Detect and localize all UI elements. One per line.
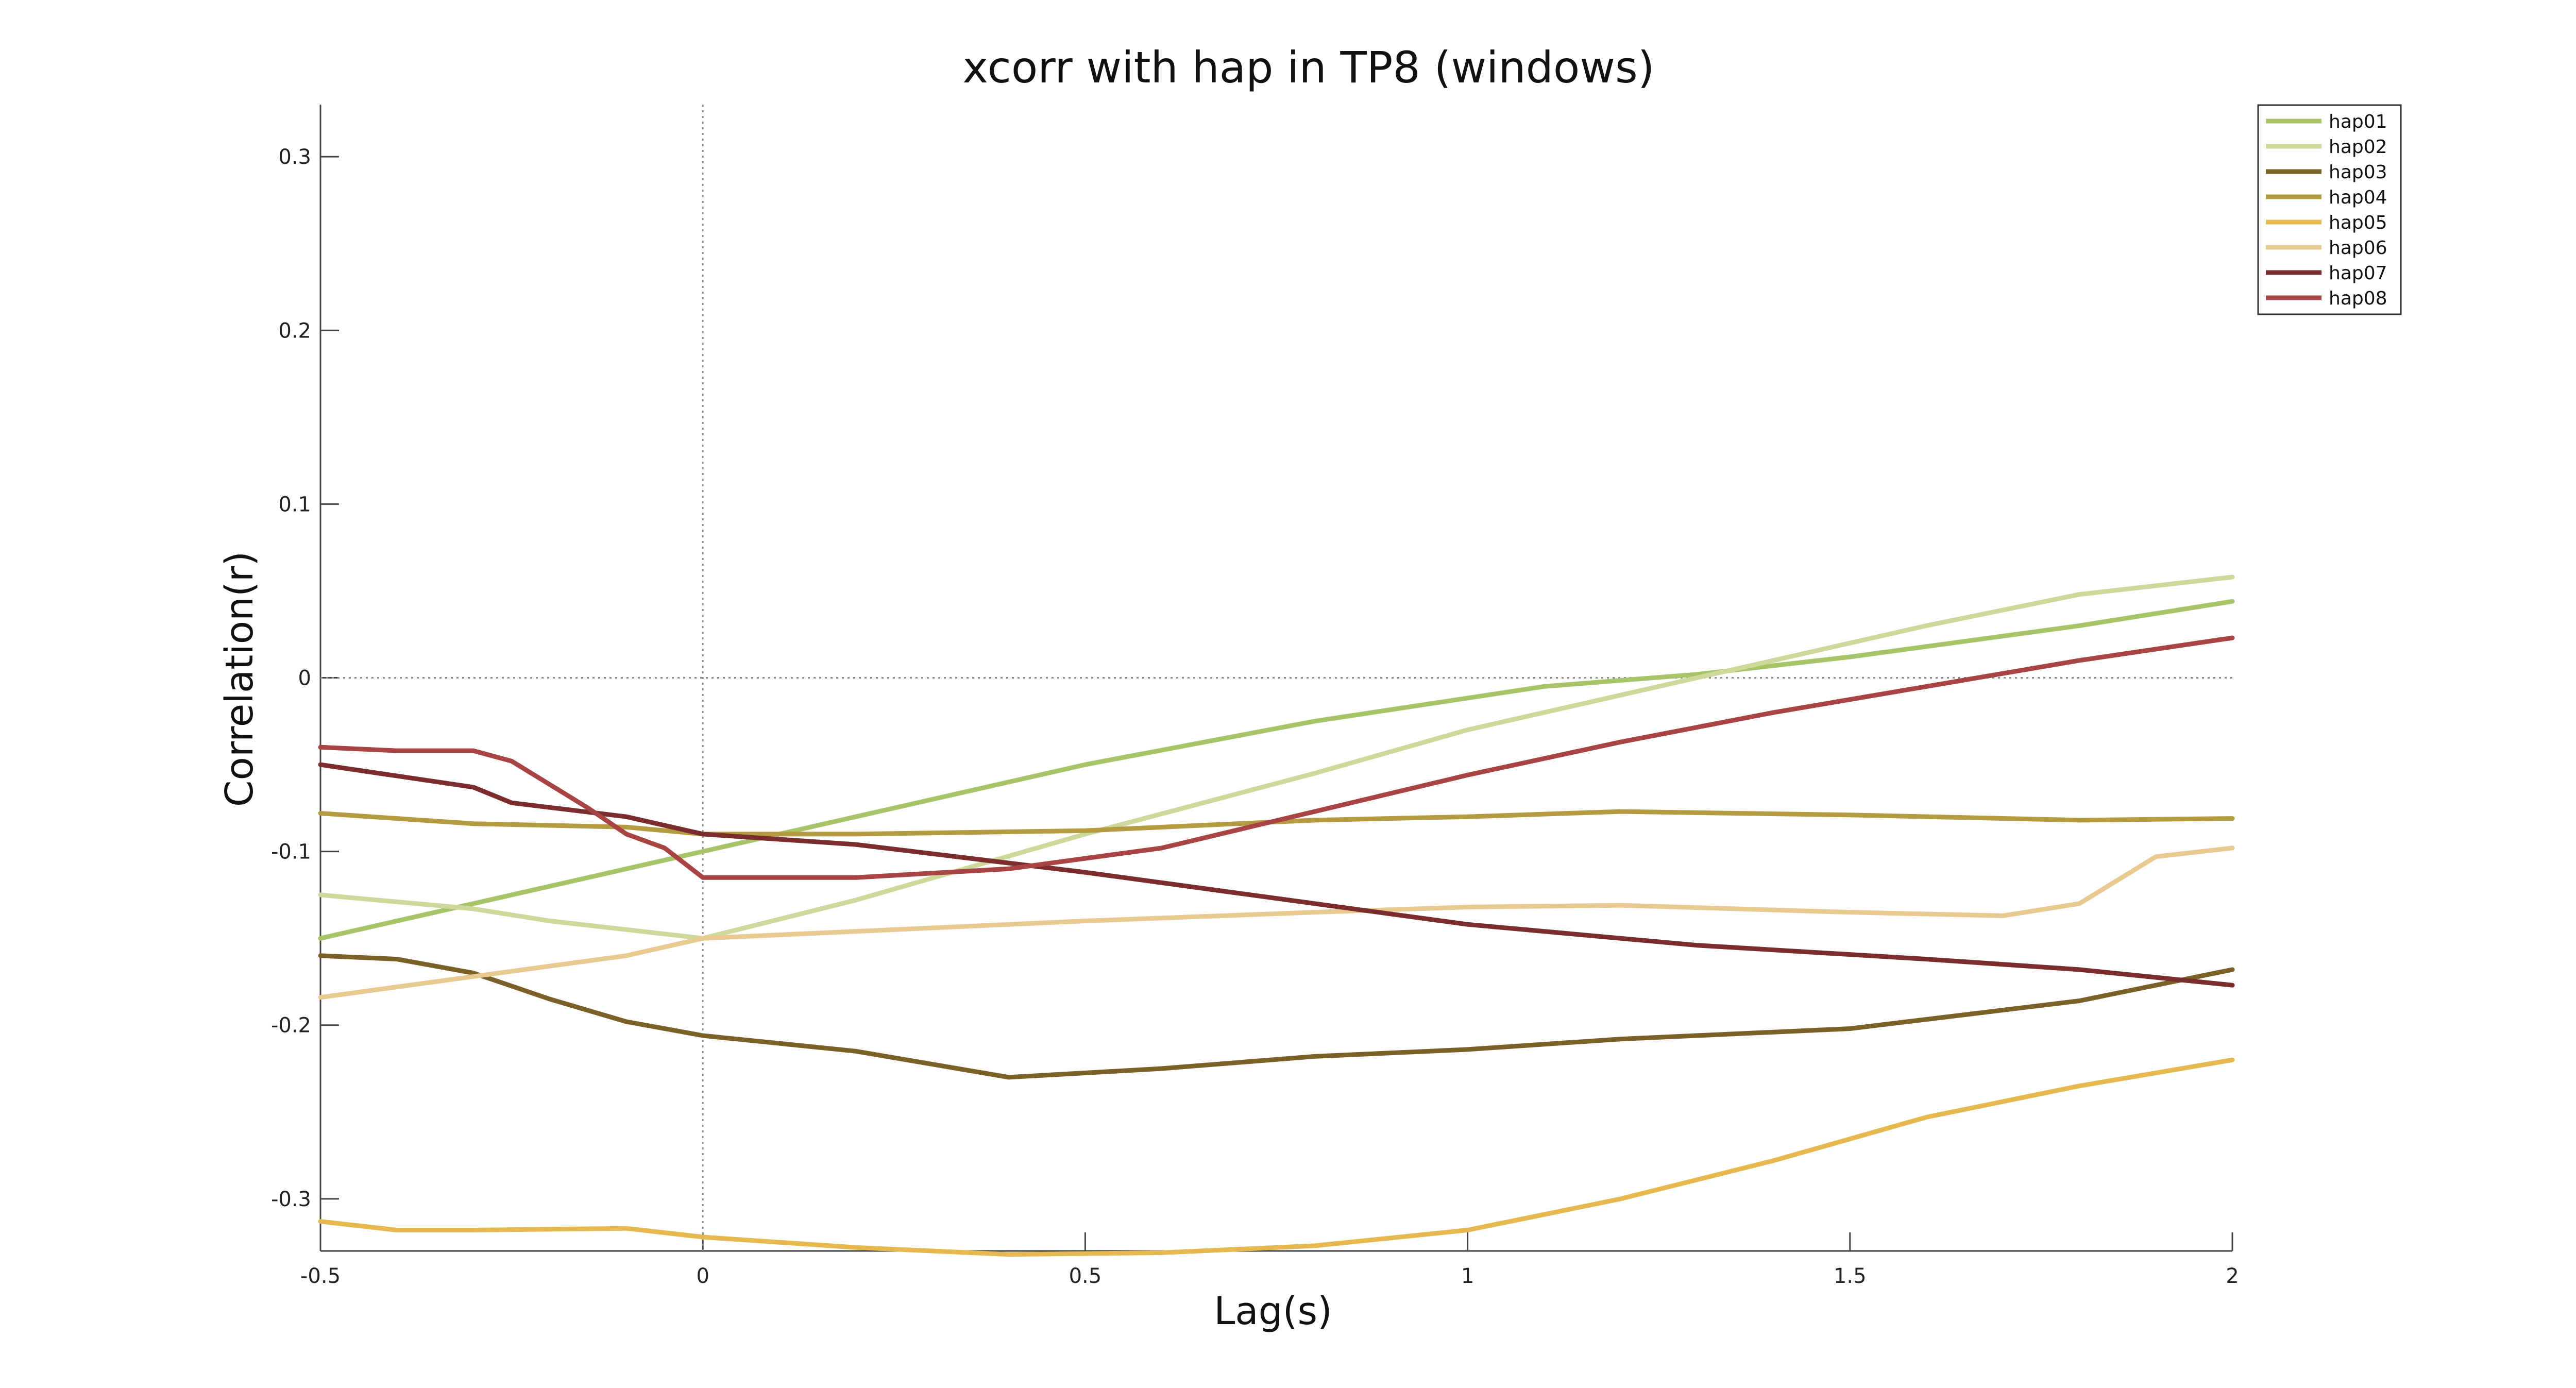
series-line-hap08 xyxy=(318,635,2235,880)
series-lines xyxy=(318,574,2235,1257)
series-line-hap01 xyxy=(318,599,2235,941)
tick-labels: -0.5 0 0.5 1 1.5 2 0.3 0.2 0.1 0 -0.1 -0.2 -0.3 xyxy=(271,145,2239,1288)
series-line-hap06 xyxy=(318,845,2235,1000)
legend-label: hap05 xyxy=(2329,212,2387,233)
x-tick-label: 1 xyxy=(1461,1264,1474,1288)
chart-title: xcorr with hap in TP8 (windows) xyxy=(962,42,1654,93)
legend-label: hap07 xyxy=(2329,263,2387,284)
series-line-hap02 xyxy=(318,574,2235,941)
x-tick-label: 2 xyxy=(2226,1264,2239,1288)
legend-label: hap03 xyxy=(2329,162,2387,183)
y-tick-label: -0.2 xyxy=(271,1014,311,1038)
reference-lines xyxy=(320,105,2232,1251)
legend-label: hap06 xyxy=(2329,238,2387,259)
y-tick-label: 0.1 xyxy=(278,493,311,516)
series-line-hap05 xyxy=(318,1057,2235,1257)
legend-label: hap08 xyxy=(2329,288,2387,309)
x-tick-label: 1.5 xyxy=(1834,1264,1867,1288)
y-tick-label: 0.2 xyxy=(278,319,311,343)
legend-label: hap01 xyxy=(2329,111,2387,132)
x-tick-label: 0.5 xyxy=(1069,1264,1102,1288)
y-tick-label: 0 xyxy=(298,667,311,690)
legend-label: hap04 xyxy=(2329,187,2387,208)
y-tick-label: 0.3 xyxy=(278,145,311,169)
x-axis-label: Lag(s) xyxy=(1214,1289,1332,1333)
legend: hap01 hap02 hap03 hap04 hap05 hap06 hap07 hap08 xyxy=(2257,104,2402,315)
series-line-hap04 xyxy=(318,809,2235,837)
x-tick-label: -0.5 xyxy=(300,1264,341,1288)
series-line-hap03 xyxy=(318,953,2235,1080)
x-tick-label: 0 xyxy=(696,1264,709,1288)
legend-label: hap02 xyxy=(2329,137,2387,158)
axes xyxy=(319,105,2233,1252)
y-axis-label: Correlation(r) xyxy=(217,551,262,807)
y-tick-label: -0.3 xyxy=(271,1188,311,1211)
y-tick-label: -0.1 xyxy=(271,840,311,864)
series-line-hap07 xyxy=(318,762,2235,988)
legend-box xyxy=(2257,104,2402,315)
